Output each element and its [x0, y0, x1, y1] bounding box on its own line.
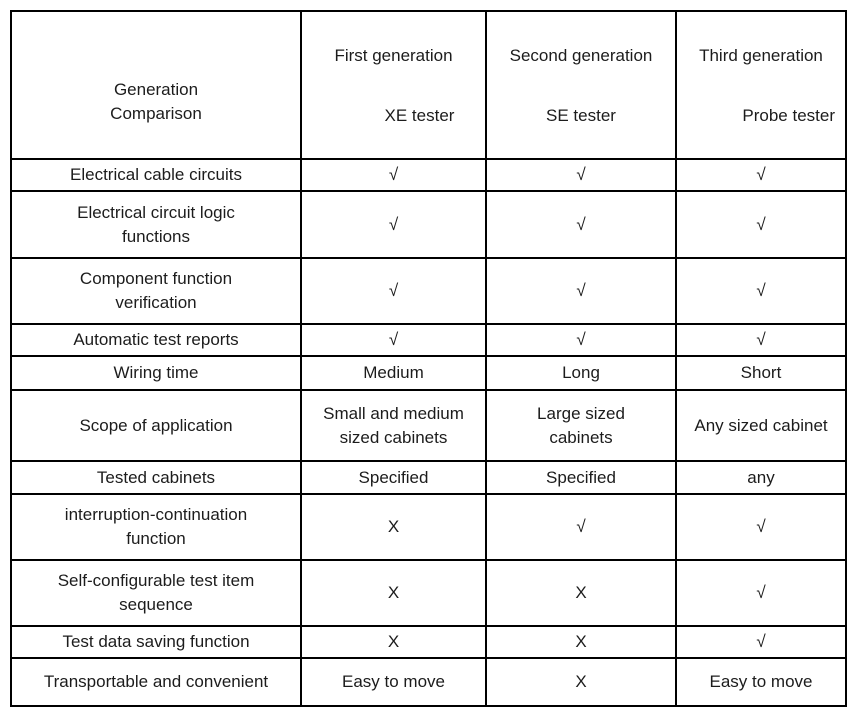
table-cell: √	[675, 158, 847, 192]
corner-header-line2: Comparison	[110, 104, 202, 123]
table-row: Automatic test reports √ √ √	[10, 323, 847, 357]
row-label: Self-configurable test item sequence	[10, 559, 302, 627]
table-row: Electrical cable circuits √ √ √	[10, 158, 847, 192]
table-row: Electrical circuit logic functions √ √ √	[10, 190, 847, 259]
corner-header-content: Generation Comparison	[13, 36, 299, 134]
table-cell: √	[300, 257, 487, 325]
generation-comparison-table: Generation Comparison First generation X…	[10, 10, 847, 707]
column-header-content: First generation XE tester	[303, 36, 484, 134]
column-header-title: First generation	[334, 46, 453, 65]
table-cell: X	[300, 625, 487, 659]
table-cell: √	[485, 493, 677, 561]
table-cell: √	[485, 257, 677, 325]
table-cell: Short	[675, 355, 847, 391]
row-label: Automatic test reports	[10, 323, 302, 357]
table-cell: X	[485, 625, 677, 659]
table-body: Electrical cable circuits √ √ √ Electrical c…	[10, 158, 847, 707]
table-cell: X	[300, 559, 487, 627]
table-cell: Any sized cabinet	[675, 389, 847, 462]
table-cell: √	[675, 323, 847, 357]
column-header-title: Second generation	[509, 46, 653, 65]
column-header-second-generation: Second generation SE tester	[485, 10, 677, 160]
table-cell: Easy to move	[675, 657, 847, 707]
header-row: Generation Comparison First generation X…	[10, 10, 847, 160]
table-row: Tested cabinets Specified Specified any	[10, 460, 847, 495]
table-row: Wiring time Medium Long Short	[10, 355, 847, 391]
column-header-subtitle: XE tester	[384, 106, 455, 125]
column-header-first-generation: First generation XE tester	[300, 10, 487, 160]
table-cell: √	[300, 190, 487, 259]
table-cell: any	[675, 460, 847, 495]
column-header-third-generation: Third generation Probe tester	[675, 10, 847, 160]
row-label: Transportable and convenient	[10, 657, 302, 707]
column-header-subtitle: SE tester	[546, 106, 616, 125]
table-header: Generation Comparison First generation X…	[10, 10, 847, 160]
table-cell: √	[300, 323, 487, 357]
table-cell: √	[675, 559, 847, 627]
table-cell: √	[675, 493, 847, 561]
corner-header-cell: Generation Comparison	[10, 10, 302, 160]
table-cell: √	[675, 190, 847, 259]
row-label: Scope of application	[10, 389, 302, 462]
column-header-subtitle: Probe tester	[742, 106, 835, 125]
table-row: Transportable and convenient Easy to move…	[10, 657, 847, 707]
page: Generation Comparison First generation X…	[10, 10, 847, 707]
column-header-content: Third generation Probe tester	[678, 36, 844, 134]
table-cell: Medium	[300, 355, 487, 391]
corner-header-line1: Generation	[113, 80, 199, 99]
table-cell: X	[485, 559, 677, 627]
table-cell: X	[485, 657, 677, 707]
row-label: Electrical cable circuits	[10, 158, 302, 192]
table-cell: √	[485, 158, 677, 192]
table-row: Test data saving function X X √	[10, 625, 847, 659]
table-cell: √	[675, 257, 847, 325]
table-row: Component function verification √ √ √	[10, 257, 847, 325]
row-label: Test data saving function	[10, 625, 302, 659]
table-cell: Large sized cabinets	[485, 389, 677, 462]
row-label: Electrical circuit logic functions	[10, 190, 302, 259]
table-row: interruption-continuation function X √ √	[10, 493, 847, 561]
table-cell: Specified	[485, 460, 677, 495]
row-label: Component function verification	[10, 257, 302, 325]
column-header-title: Third generation	[699, 46, 823, 65]
table-cell: √	[675, 625, 847, 659]
table-cell: Small and medium sized cabinets	[300, 389, 487, 462]
table-cell: √	[485, 190, 677, 259]
table-cell: Specified	[300, 460, 487, 495]
table-cell: √	[300, 158, 487, 192]
table-cell: √	[485, 323, 677, 357]
table-cell: X	[300, 493, 487, 561]
table-cell: Long	[485, 355, 677, 391]
table-row: Self-configurable test item sequence X X √	[10, 559, 847, 627]
row-label: interruption-continuation function	[10, 493, 302, 561]
column-header-content: Second generation SE tester	[488, 36, 674, 134]
row-label: Tested cabinets	[10, 460, 302, 495]
row-label: Wiring time	[10, 355, 302, 391]
table-cell: Easy to move	[300, 657, 487, 707]
table-row: Scope of application Small and medium siz…	[10, 389, 847, 462]
